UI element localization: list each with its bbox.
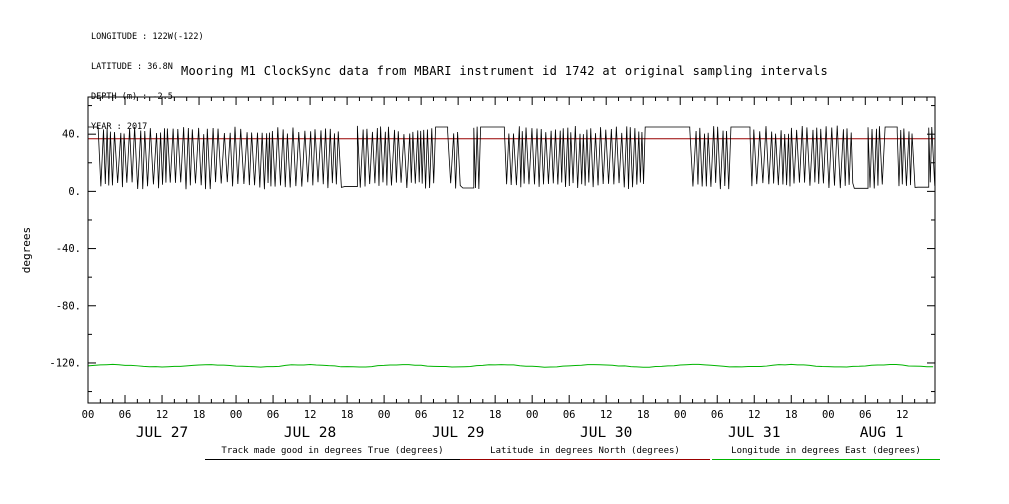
svg-text:18: 18 bbox=[341, 409, 354, 421]
chart-title: Mooring M1 ClockSync data from MBARI ins… bbox=[180, 64, 829, 78]
svg-text:18: 18 bbox=[637, 409, 650, 421]
svg-text:00: 00 bbox=[378, 409, 391, 421]
svg-text:-80.: -80. bbox=[56, 300, 81, 312]
svg-text:-120.: -120. bbox=[49, 357, 81, 369]
svg-text:06: 06 bbox=[415, 409, 428, 421]
svg-text:JUL 30: JUL 30 bbox=[580, 425, 632, 441]
svg-text:JUL 31: JUL 31 bbox=[728, 425, 780, 441]
svg-text:AUG 1: AUG 1 bbox=[860, 425, 904, 441]
svg-text:18: 18 bbox=[489, 409, 502, 421]
svg-text:12: 12 bbox=[304, 409, 317, 421]
svg-text:00: 00 bbox=[82, 409, 95, 421]
svg-text:06: 06 bbox=[563, 409, 576, 421]
svg-text:12: 12 bbox=[748, 409, 761, 421]
svg-text:00: 00 bbox=[526, 409, 539, 421]
svg-text:12: 12 bbox=[896, 409, 909, 421]
info-latitude: LATITUDE : 36.8N bbox=[91, 62, 173, 72]
svg-text:00: 00 bbox=[230, 409, 243, 421]
svg-text:12: 12 bbox=[156, 409, 169, 421]
svg-text:06: 06 bbox=[859, 409, 872, 421]
svg-text:-40.: -40. bbox=[56, 243, 81, 255]
svg-text:00: 00 bbox=[674, 409, 687, 421]
svg-text:JUL 29: JUL 29 bbox=[432, 425, 484, 441]
svg-text:JUL 28: JUL 28 bbox=[284, 425, 336, 441]
svg-text:06: 06 bbox=[267, 409, 280, 421]
svg-text:00: 00 bbox=[822, 409, 835, 421]
svg-text:12: 12 bbox=[600, 409, 613, 421]
svg-text:18: 18 bbox=[785, 409, 798, 421]
svg-text:06: 06 bbox=[711, 409, 724, 421]
svg-text:0.: 0. bbox=[68, 186, 81, 198]
svg-text:12: 12 bbox=[452, 409, 465, 421]
svg-text:40.: 40. bbox=[62, 129, 81, 141]
svg-text:degrees: degrees bbox=[20, 227, 33, 273]
info-year: YEAR : 2017 bbox=[91, 122, 148, 132]
svg-text:06: 06 bbox=[119, 409, 132, 421]
svg-text:JUL 27: JUL 27 bbox=[136, 425, 188, 441]
svg-text:18: 18 bbox=[193, 409, 206, 421]
info-longitude: LONGITUDE : 122W(-122) bbox=[91, 32, 204, 42]
